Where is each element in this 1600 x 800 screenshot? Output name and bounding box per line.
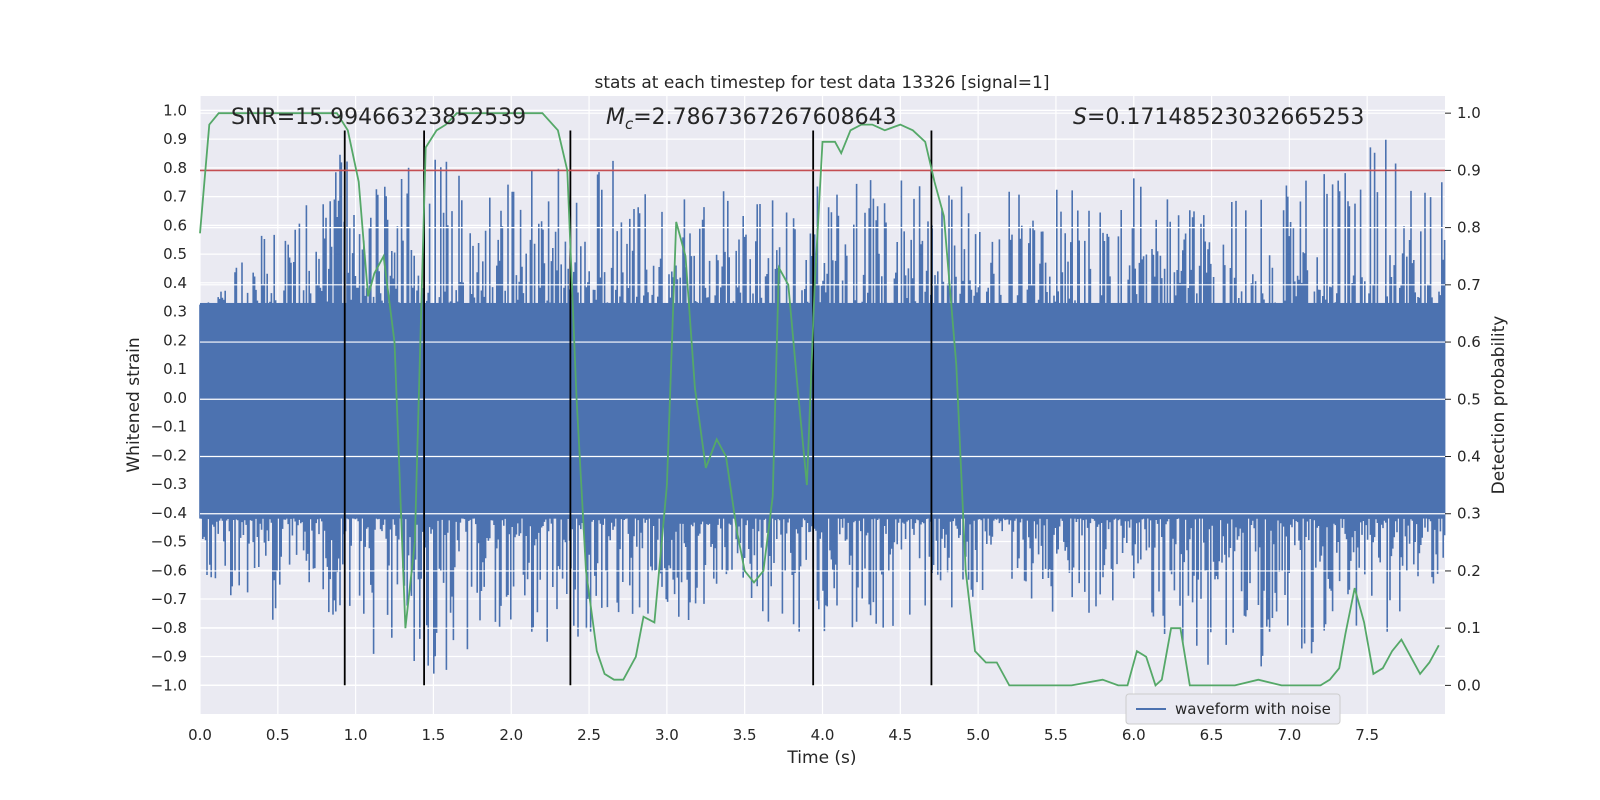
- snr-annotation: SNR=15.99466323852539: [231, 105, 526, 130]
- mc-subscript: c: [625, 115, 634, 133]
- s-annotation: S=0.17148523032665253: [1073, 105, 1364, 130]
- legend-label: waveform with noise: [1175, 700, 1331, 718]
- y-tick-label: 0.4: [163, 274, 187, 292]
- y2-tick-label: 0.5: [1457, 390, 1481, 408]
- y2-tick-label: 0.6: [1457, 333, 1481, 351]
- y2-tick-label: 0.9: [1457, 161, 1481, 179]
- y2-tick-label: 0.7: [1457, 276, 1481, 294]
- y-tick-label: 0.0: [163, 389, 187, 407]
- y-tick-label: 0.1: [163, 360, 187, 378]
- y-tick-label: 0.3: [163, 303, 187, 321]
- y-tick-label: −0.4: [151, 504, 187, 522]
- x-tick-label: 3.0: [655, 726, 679, 744]
- y-tick-label: −1.0: [151, 676, 187, 694]
- ticks-layer: 0.0 0.5 1.0 1.5 2.0 2.5 3.0 3.5 4.0 4.5 5.0 5.5 6.0 6…: [151, 101, 1481, 744]
- y2-tick-label: 1.0: [1457, 104, 1481, 122]
- x-tick-label: 7.5: [1355, 726, 1379, 744]
- x-tick-label: 4.0: [811, 726, 835, 744]
- y-tick-label: 0.5: [163, 245, 187, 263]
- y2-tick-label: 0.0: [1457, 676, 1481, 694]
- y-tick-label: −0.8: [151, 619, 187, 637]
- waveform-layer: [199, 139, 1446, 674]
- y2-tick-label: 0.3: [1457, 505, 1481, 523]
- x-tick-label: 7.0: [1277, 726, 1301, 744]
- x-tick-label: 6.5: [1200, 726, 1224, 744]
- x-tick-label: 3.5: [733, 726, 757, 744]
- y-tick-label: −0.1: [151, 418, 187, 436]
- x-axis-label: Time (s): [786, 748, 856, 768]
- x-tick-label: 2.5: [577, 726, 601, 744]
- y-tick-label: 0.6: [163, 216, 187, 234]
- mc-value: =2.7867367267608643: [633, 105, 896, 130]
- y-tick-label: −0.6: [151, 561, 187, 579]
- y-axis-label: Whitened strain: [124, 337, 144, 472]
- probability-line: [199, 112, 1440, 687]
- y2-axis-label: Detection probability: [1489, 316, 1509, 495]
- x-tick-label: 5.5: [1044, 726, 1068, 744]
- x-tick-label: 1.5: [422, 726, 446, 744]
- y-tick-label: 1.0: [163, 101, 187, 119]
- y-tick-label: −0.9: [151, 648, 187, 666]
- s-symbol: S: [1073, 105, 1087, 130]
- x-tick-label: 0.0: [188, 726, 212, 744]
- y-tick-label: 0.9: [163, 130, 187, 148]
- y2-tick-label: 0.8: [1457, 219, 1481, 237]
- waveform-core: [200, 302, 1445, 519]
- y2-tick-label: 0.1: [1457, 619, 1481, 637]
- y-tick-label: −0.2: [151, 446, 187, 464]
- y-tick-label: 0.2: [163, 331, 187, 349]
- legend-box: [1125, 693, 1341, 725]
- mc-symbol: M: [606, 105, 625, 130]
- y-tick-label: 0.8: [163, 159, 187, 177]
- y2-tick-label: 0.2: [1457, 562, 1481, 580]
- y-tick-label: −0.3: [151, 475, 187, 493]
- y-tick-label: −0.7: [151, 590, 187, 608]
- chart-title: stats at each timestep for test data 133…: [595, 73, 1050, 93]
- x-tick-label: 5.0: [966, 726, 990, 744]
- x-tick-label: 1.0: [344, 726, 368, 744]
- mc-annotation: Mc=2.7867367267608643: [606, 105, 897, 133]
- y-tick-label: 0.7: [163, 188, 187, 206]
- probability-layer: [199, 112, 1440, 687]
- s-value: =0.17148523032665253: [1087, 105, 1364, 130]
- x-tick-label: 2.0: [499, 726, 523, 744]
- x-tick-label: 4.5: [888, 726, 912, 744]
- x-tick-label: 0.5: [266, 726, 290, 744]
- legend: waveform with noise: [1125, 693, 1341, 725]
- x-tick-label: 6.0: [1122, 726, 1146, 744]
- y-tick-label: −0.5: [151, 533, 187, 551]
- y2-tick-label: 0.4: [1457, 448, 1481, 466]
